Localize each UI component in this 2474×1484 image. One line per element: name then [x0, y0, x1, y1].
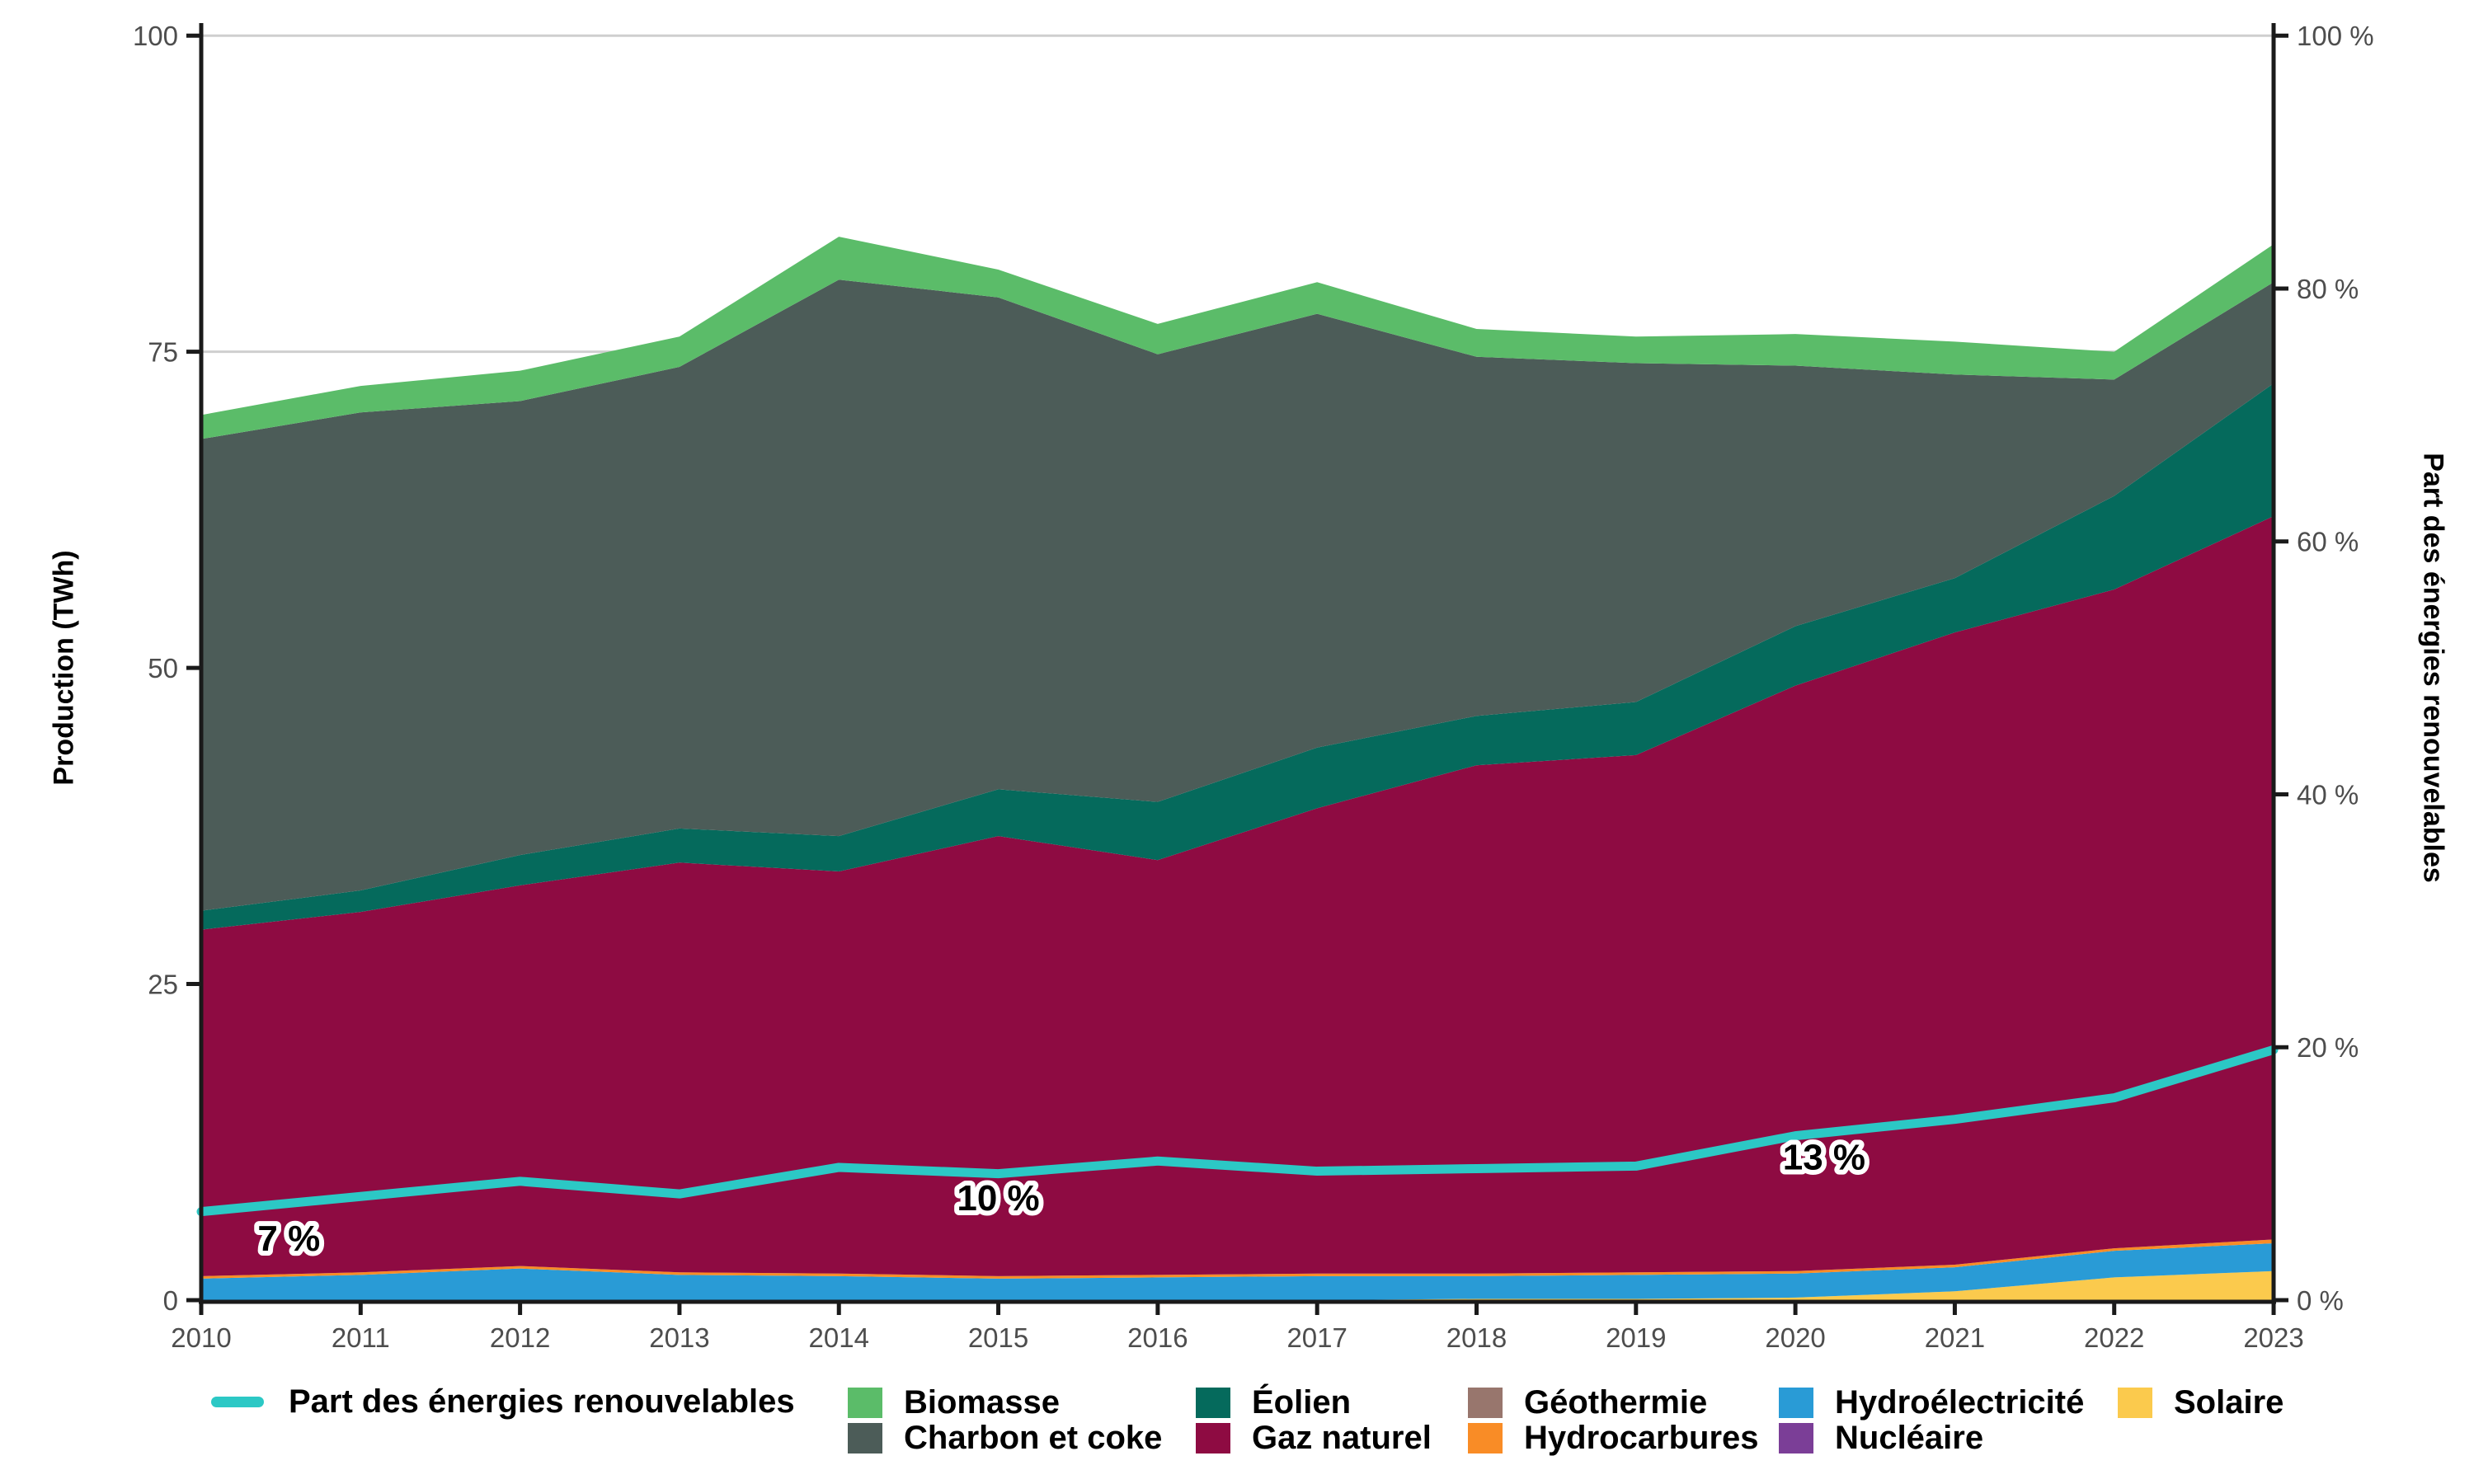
annotation-label: 7 % [257, 1219, 320, 1259]
legend-item-hydrocarbures: Hydrocarbures [1468, 1420, 1759, 1456]
legend-label: Éolien [1252, 1384, 1352, 1421]
x-tick-label: 2014 [809, 1322, 869, 1353]
hydrocarbures-swatch-icon [1468, 1423, 1503, 1453]
legend-item-biomasse: Biomasse [848, 1384, 1060, 1421]
legend-item-solaire: Solaire [2118, 1384, 2284, 1421]
charbon-swatch-icon [848, 1423, 882, 1453]
legend-label: Biomasse [904, 1384, 1060, 1421]
legend-label: Hydrocarbures [1524, 1420, 1759, 1456]
y-left-tick-label: 100 [133, 21, 178, 51]
x-tick-label: 2010 [171, 1322, 231, 1353]
legend-label: Géothermie [1524, 1384, 1708, 1421]
y-right-tick-label: 80 % [2297, 274, 2359, 304]
legend-label: Charbon et coke [904, 1420, 1163, 1456]
x-tick-label: 2020 [1765, 1322, 1825, 1353]
annotation-label: 13 % [1783, 1138, 1865, 1178]
x-tick-label: 2019 [1606, 1322, 1666, 1353]
geothermie-swatch-icon [1468, 1388, 1503, 1418]
y-axis-title-right: Part des énergies renouvelables [2417, 453, 2449, 883]
y-right-tick-label: 100 % [2297, 21, 2374, 51]
eolien-swatch-icon [1196, 1388, 1230, 1418]
nucleaire-swatch-icon [1779, 1423, 1813, 1453]
y-right-tick-label: 60 % [2297, 527, 2359, 557]
area-charbon_et_coke [201, 279, 2274, 911]
y-right-tick-label: 20 % [2297, 1032, 2359, 1063]
legend-item-eolien: Éolien [1196, 1384, 1352, 1421]
area-solaire [201, 1270, 2274, 1300]
legend-item-geothermie: Géothermie [1468, 1384, 1708, 1421]
x-tick-label: 2013 [649, 1322, 709, 1353]
renewables-share-line [196, 1045, 2279, 1217]
legend-item-part-renouvelables: Part des énergies renouvelables [211, 1383, 795, 1420]
x-tick-label: 2018 [1446, 1322, 1507, 1353]
legend-item-charbon: Charbon et coke [848, 1420, 1163, 1456]
legend-label: Gaz naturel [1252, 1420, 1432, 1456]
x-tick-label: 2015 [968, 1322, 1028, 1353]
y-left-tick-label: 50 [148, 653, 178, 683]
x-tick-label: 2016 [1127, 1322, 1188, 1353]
y-left-tick-label: 25 [148, 970, 178, 1000]
legend-label: Hydroélectricité [1835, 1384, 2085, 1421]
legend-item-nucleaire: Nucléaire [1779, 1420, 1984, 1456]
y-left-tick-label: 75 [148, 337, 178, 368]
hydroelectricite-swatch-icon [1779, 1388, 1813, 1418]
area-hydroelectricite [201, 1242, 2274, 1300]
y-axis-title-left: Production (TWh) [48, 550, 80, 786]
legend-item-gaz: Gaz naturel [1196, 1420, 1432, 1456]
y-right-tick-label: 0 % [2297, 1285, 2344, 1316]
x-tick-label: 2022 [2084, 1322, 2144, 1353]
annotation-label: 10 % [957, 1178, 1039, 1219]
y-right-tick-label: 40 % [2297, 779, 2359, 810]
area-eolien [201, 383, 2274, 930]
gaz-swatch-icon [1196, 1423, 1230, 1453]
x-tick-label: 2023 [2243, 1322, 2303, 1353]
legend-item-hydroelectricite: Hydroélectricité [1779, 1384, 2085, 1421]
solaire-swatch-icon [2118, 1388, 2152, 1418]
legend-label: Nucléaire [1835, 1420, 1984, 1456]
x-tick-label: 2012 [490, 1322, 550, 1353]
legend-label: Solaire [2174, 1384, 2284, 1421]
x-tick-label: 2021 [1925, 1322, 1985, 1353]
x-tick-label: 2017 [1286, 1322, 1347, 1353]
y-left-tick-label: 0 [163, 1285, 178, 1316]
renewables-line-key-icon [211, 1397, 264, 1407]
x-tick-label: 2011 [332, 1322, 390, 1353]
biomasse-swatch-icon [848, 1388, 882, 1418]
area-gaz_naturel [201, 516, 2274, 1276]
legend-label: Part des énergies renouvelables [289, 1383, 795, 1420]
area-biomasse [201, 237, 2274, 439]
